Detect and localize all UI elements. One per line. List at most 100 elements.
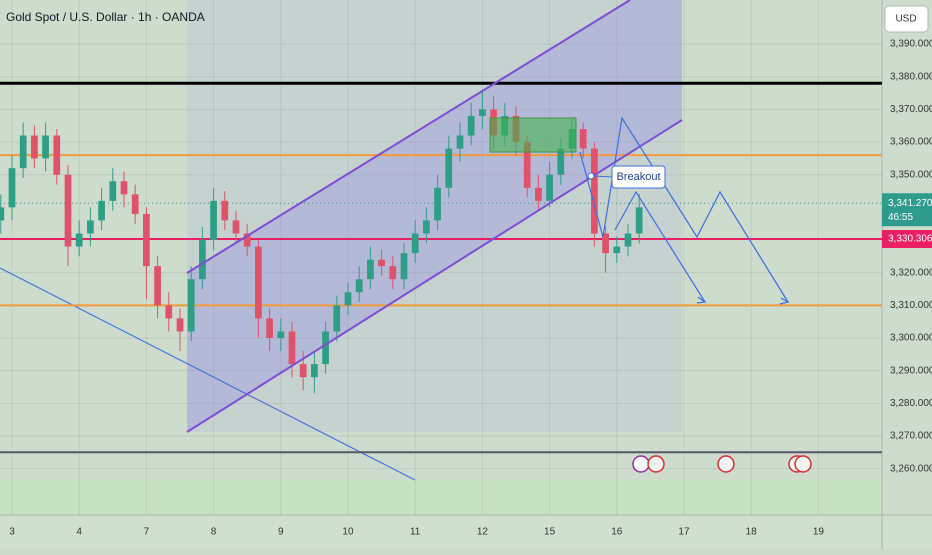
y-tick-label: 3,300.000 — [890, 333, 932, 344]
candle-body — [221, 200, 229, 221]
candle-body — [109, 181, 117, 201]
candle-body — [131, 194, 139, 214]
candle-body — [64, 174, 72, 247]
candle-body — [232, 220, 240, 234]
candle-body — [243, 233, 251, 247]
x-tick-label: 17 — [678, 527, 690, 538]
countdown: 46:55 — [888, 212, 913, 223]
candle-body — [445, 148, 453, 188]
currency-button[interactable] — [884, 5, 929, 33]
candle-body — [322, 331, 329, 365]
y-tick-label: 3,290.000 — [890, 365, 932, 376]
event-icon[interactable] — [647, 455, 665, 473]
price-axis: 3,390.000 3,380.000 3,370.000 3,360.000 3,35… — [9, 39, 932, 538]
event-icon[interactable] — [794, 455, 812, 473]
candle-body — [434, 187, 441, 221]
supply-zone — [489, 117, 577, 153]
candle-body — [0, 207, 5, 221]
candle-body — [423, 220, 430, 234]
last-price-box — [882, 193, 932, 227]
candle-body — [42, 135, 49, 159]
annotation: Breakout — [616, 171, 660, 183]
channel-upper — [186, 0, 631, 274]
chart-title: Gold Spot / U.S. Dollar · 1h · OANDA — [6, 10, 205, 24]
candle-body — [411, 233, 419, 254]
last-price-label: 3,341.270 — [888, 198, 932, 209]
candle-body — [591, 148, 598, 234]
marked-price-label: 3,330.306 — [888, 234, 932, 245]
y-tick-label: 3,360.000 — [890, 137, 932, 148]
indicator-band — [0, 480, 882, 515]
marked-price-box — [882, 230, 932, 249]
callout-line — [593, 175, 613, 178]
candle-body — [53, 135, 61, 175]
candle-body — [311, 364, 318, 378]
candle-body — [557, 148, 565, 175]
candle-body — [613, 246, 621, 254]
candle-body — [299, 364, 307, 378]
candle-body — [546, 174, 553, 201]
candle-body — [19, 135, 27, 169]
candle-body — [288, 331, 296, 365]
candle-body — [456, 135, 464, 149]
y-tick-label: 3,260.000 — [890, 463, 932, 474]
y-tick-label: 3,350.000 — [890, 169, 932, 180]
candle-body — [266, 318, 273, 338]
candle-body — [624, 233, 632, 247]
event-icon[interactable] — [717, 455, 735, 473]
y-tick-label: 3,280.000 — [890, 398, 932, 409]
candle-body — [199, 240, 206, 280]
y-tick-label: 3,370.000 — [890, 104, 932, 115]
x-tick-label: 16 — [611, 527, 623, 538]
breakout-point — [587, 172, 595, 180]
candle-body — [87, 220, 94, 234]
candle-body — [277, 331, 285, 338]
y-tick-label: 3,320.000 — [890, 267, 932, 278]
x-tick-label: 12 — [477, 527, 489, 538]
candle-body — [333, 305, 341, 332]
candle-body — [120, 181, 128, 195]
candle-body — [98, 200, 105, 221]
x-tick-label: 3 — [9, 527, 15, 538]
candle-body — [523, 142, 531, 188]
candle-body — [31, 135, 38, 159]
x-tick-label: 8 — [211, 527, 217, 538]
candle-body — [255, 246, 262, 319]
x-tick-label: 19 — [813, 527, 825, 538]
candle-body — [602, 233, 609, 254]
candle-body — [378, 259, 385, 267]
y-tick-label: 3,390.000 — [890, 39, 932, 50]
y-tick-label: 3,270.000 — [890, 431, 932, 442]
y-tick-label: 3,310.000 — [890, 300, 932, 311]
candle-body — [389, 266, 397, 280]
candle-body — [535, 187, 542, 201]
candle-body — [8, 168, 16, 208]
candle-body — [75, 233, 83, 247]
x-tick-label: 4 — [76, 527, 82, 538]
projection-path — [614, 190, 706, 303]
trend-line — [0, 267, 416, 481]
candle-body — [467, 115, 475, 136]
x-tick-label: 9 — [278, 527, 284, 538]
candle-body — [154, 266, 161, 306]
y-tick-label: 3,380.000 — [890, 71, 932, 82]
candle-body — [187, 279, 195, 332]
callout-box — [611, 165, 666, 189]
candle-body — [210, 200, 217, 241]
candle-body — [635, 207, 643, 234]
candle-body — [165, 305, 173, 319]
channel-lower — [186, 119, 683, 433]
x-tick-label: 10 — [342, 527, 354, 538]
currency[interactable]: USD — [895, 14, 916, 25]
x-tick-label: 11 — [410, 527, 421, 538]
event-icon[interactable] — [632, 455, 650, 473]
candle-body — [367, 259, 374, 280]
candle-body — [579, 128, 587, 149]
time-axis-band — [0, 515, 932, 550]
candle-body — [355, 279, 363, 293]
candle-body — [400, 253, 408, 280]
candle-body — [176, 318, 184, 332]
candle-body — [143, 213, 150, 267]
